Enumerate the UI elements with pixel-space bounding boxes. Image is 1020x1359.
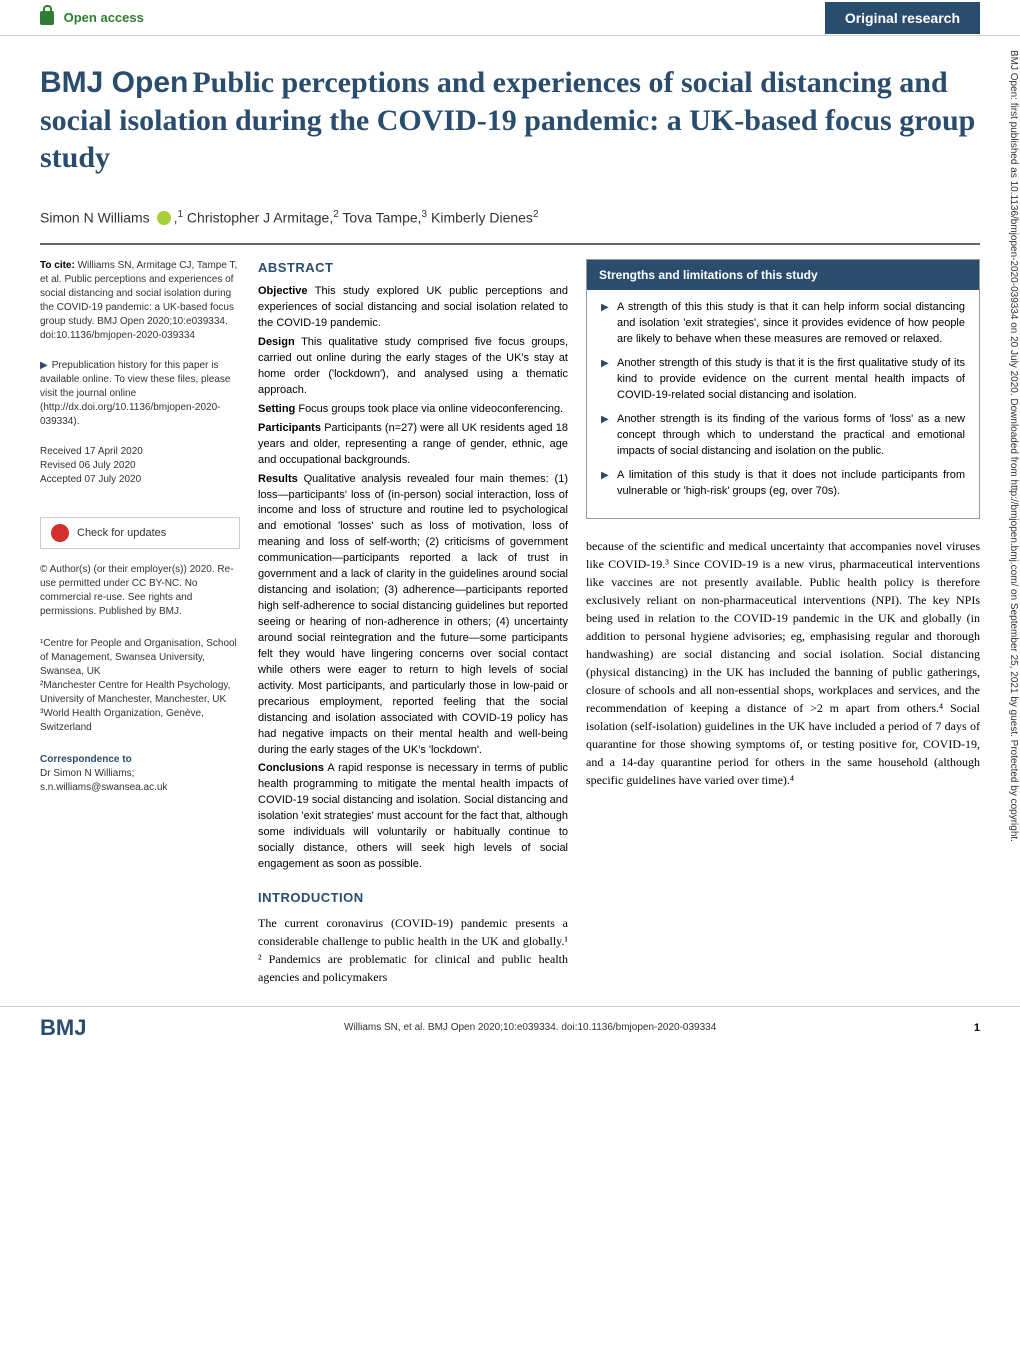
- abstract-participants: Participants Participants (n=27) were al…: [258, 421, 568, 469]
- intro-header: INTRODUCTION: [258, 889, 568, 908]
- box-body: A strength of this this study is that it…: [587, 290, 979, 517]
- cite-label: To cite:: [40, 260, 75, 271]
- affil-sup-4: 2: [533, 209, 539, 220]
- author-4: Kimberly Dienes: [431, 209, 533, 225]
- affil-sup-3: 3: [422, 209, 428, 220]
- affil-sup-2: 2: [333, 209, 339, 220]
- lock-icon: [40, 11, 54, 25]
- cite-text: Williams SN, Armitage CJ, Tampe T, et al…: [40, 260, 237, 341]
- box-item: A strength of this this study is that it…: [601, 300, 965, 348]
- abstract-conclusions: Conclusions A rapid response is necessar…: [258, 761, 568, 873]
- strengths-box: Strengths and limitations of this study …: [586, 259, 980, 518]
- setting-text: Focus groups took place via online video…: [298, 403, 563, 415]
- left-column: To cite: Williams SN, Armitage CJ, Tampe…: [40, 259, 240, 985]
- author-1: Simon N Williams: [40, 209, 150, 225]
- author-2: Christopher J Armitage,: [187, 209, 333, 225]
- citation-block: To cite: Williams SN, Armitage CJ, Tampe…: [40, 259, 240, 343]
- intro-text: The current coronavirus (COVID-19) pande…: [258, 914, 568, 986]
- bmj-logo: BMJ: [40, 1015, 86, 1041]
- prepublication-block: Prepublication history for this paper is…: [40, 359, 240, 429]
- affil-sup-1: 1: [177, 209, 183, 220]
- title-section: BMJ Open Public perceptions and experien…: [0, 36, 1020, 197]
- copyright-block: © Author(s) (or their employer(s)) 2020.…: [40, 563, 240, 619]
- page-number: 1: [974, 1022, 980, 1034]
- right-body-text: because of the scientific and medical un…: [586, 537, 980, 789]
- correspondence-label: Correspondence to: [40, 754, 132, 765]
- correspondence-text: Dr Simon N Williams; s.n.williams@swanse…: [40, 768, 167, 793]
- updates-label: Check for updates: [77, 526, 166, 541]
- abstract-design: Design This qualitative study comprised …: [258, 335, 568, 399]
- conclusions-label: Conclusions: [258, 762, 324, 774]
- participants-label: Participants: [258, 422, 321, 434]
- footer-citation: Williams SN, et al. BMJ Open 2020;10:e03…: [344, 1022, 716, 1033]
- conclusions-text: A rapid response is necessary in terms o…: [258, 762, 568, 870]
- footer: BMJ Williams SN, et al. BMJ Open 2020;10…: [0, 1006, 1020, 1055]
- copyright-sidebar: BMJ Open: first published as 10.1136/bmj…: [1002, 40, 1020, 1340]
- abstract-objective: Objective This study explored UK public …: [258, 284, 568, 332]
- middle-column: ABSTRACT Objective This study explored U…: [258, 259, 568, 985]
- setting-label: Setting: [258, 403, 295, 415]
- design-text: This qualitative study comprised five fo…: [258, 336, 568, 396]
- journal-logo: BMJ Open: [40, 66, 188, 99]
- box-header: Strengths and limitations of this study: [587, 260, 979, 290]
- author-3: Tova Tampe,: [342, 209, 421, 225]
- research-type-label: Original research: [825, 2, 980, 34]
- abstract-setting: Setting Focus groups took place via onli…: [258, 402, 568, 418]
- open-access-text: Open access: [64, 10, 144, 25]
- authors-line: Simon N Williams ,1 Christopher J Armita…: [0, 197, 1020, 244]
- main-content: To cite: Williams SN, Armitage CJ, Tampe…: [0, 245, 1020, 1005]
- box-item: A limitation of this study is that it do…: [601, 468, 965, 500]
- orcid-icon[interactable]: [157, 211, 171, 225]
- box-item: Another strength of this study is that i…: [601, 356, 965, 404]
- affiliations-block: ¹Centre for People and Organisation, Sch…: [40, 637, 240, 735]
- design-label: Design: [258, 336, 295, 348]
- correspondence-block: Correspondence to Dr Simon N Williams; s…: [40, 753, 240, 795]
- check-updates-button[interactable]: Check for updates: [40, 517, 240, 549]
- objective-label: Objective: [258, 285, 308, 297]
- right-column: Strengths and limitations of this study …: [586, 259, 980, 985]
- top-bar: Open access Original research: [0, 0, 1020, 36]
- open-access-label: Open access: [40, 10, 144, 26]
- updates-icon: [51, 524, 69, 542]
- results-label: Results: [258, 473, 298, 485]
- dates-block: Received 17 April 2020 Revised 06 July 2…: [40, 445, 240, 487]
- results-text: Qualitative analysis revealed four main …: [258, 473, 568, 756]
- abstract-header: ABSTRACT: [258, 259, 568, 278]
- abstract-results: Results Qualitative analysis revealed fo…: [258, 472, 568, 759]
- box-item: Another strength is its finding of the v…: [601, 412, 965, 460]
